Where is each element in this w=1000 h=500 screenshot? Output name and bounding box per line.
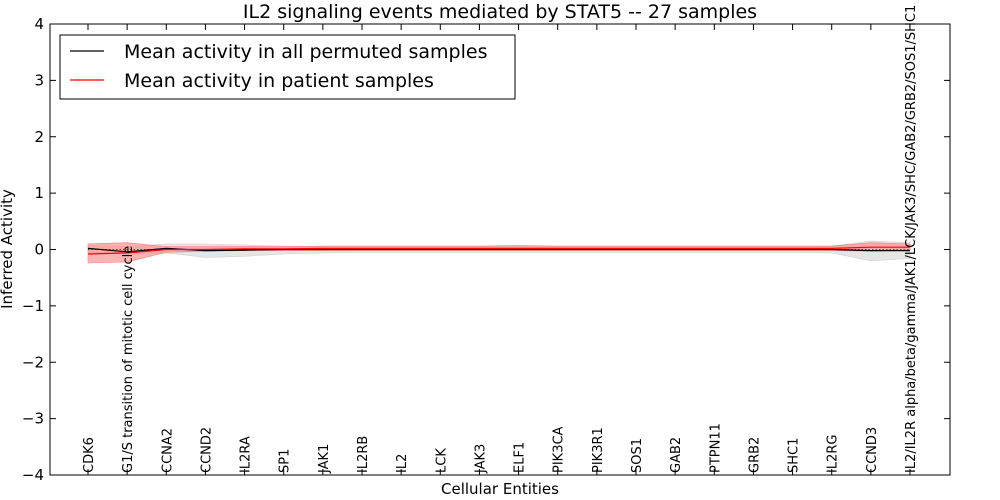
x-tick-label: CCNA2 bbox=[160, 428, 175, 473]
y-tick-label: 1 bbox=[34, 184, 44, 202]
y-tick-label: 4 bbox=[34, 15, 44, 33]
legend-label-permuted: Mean activity in all permuted samples bbox=[124, 41, 487, 63]
x-tick-label: LCK bbox=[434, 448, 449, 473]
y-axis-label: Inferred Activity bbox=[0, 189, 16, 309]
x-tick-label: PTPN11 bbox=[708, 423, 723, 473]
x-tick-label: CCND3 bbox=[865, 427, 880, 473]
x-tick-label: SOS1 bbox=[630, 438, 645, 473]
x-axis-label: Cellular Entities bbox=[441, 480, 559, 498]
x-tick-label: GAB2 bbox=[669, 437, 684, 473]
x-tick-label: G1/S transition of mitotic cell cycle bbox=[121, 246, 136, 473]
chart-title: IL2 signaling events mediated by STAT5 -… bbox=[243, 1, 757, 23]
x-tick-label: ELF1 bbox=[513, 442, 528, 473]
legend-box bbox=[59, 34, 516, 100]
x-tick-label: GRB2 bbox=[747, 437, 762, 473]
x-tick-label: SHC1 bbox=[787, 438, 802, 473]
x-tick-label: JAK1 bbox=[317, 444, 332, 474]
y-tick-label: −2 bbox=[22, 353, 44, 371]
x-tick-label: SP1 bbox=[278, 449, 293, 473]
x-tick-label: JAK3 bbox=[473, 444, 488, 474]
x-tick-label: CCND2 bbox=[199, 427, 214, 473]
series-lines bbox=[87, 246, 910, 255]
series-line-1 bbox=[87, 246, 910, 255]
y-tick-label: −3 bbox=[22, 410, 44, 428]
x-tick-label: IL2RG bbox=[826, 435, 841, 473]
x-tick-label: IL2RA bbox=[239, 436, 254, 473]
y-tick-label: −1 bbox=[22, 297, 44, 315]
x-tick-label: PIK3CA bbox=[552, 426, 567, 473]
x-tick-label: IL2/IL2R alpha/beta/gamma/JAK1/LCK/JAK3/… bbox=[904, 5, 919, 473]
y-tick-label: 3 bbox=[34, 71, 44, 89]
legend-label-patient: Mean activity in patient samples bbox=[124, 70, 434, 92]
y-tick-label: 0 bbox=[34, 241, 44, 259]
x-tick-label: PIK3R1 bbox=[591, 427, 606, 473]
y-tick-label: −4 bbox=[22, 466, 44, 484]
x-axis: CDK6 G1/S transition of mitotic cell cycl… bbox=[82, 5, 919, 475]
error-bands bbox=[87, 240, 911, 264]
y-tick-label: 2 bbox=[34, 128, 44, 146]
y-axis: −4 −3 −2 −1 0 1 2 3 4 bbox=[22, 15, 950, 484]
x-tick-label: CDK6 bbox=[82, 437, 97, 473]
legend: Mean activity in all permuted samples Me… bbox=[59, 34, 516, 100]
series-line-0 bbox=[87, 247, 910, 253]
x-tick-label: IL2RB bbox=[356, 436, 371, 473]
x-tick-label: IL2 bbox=[395, 454, 410, 473]
